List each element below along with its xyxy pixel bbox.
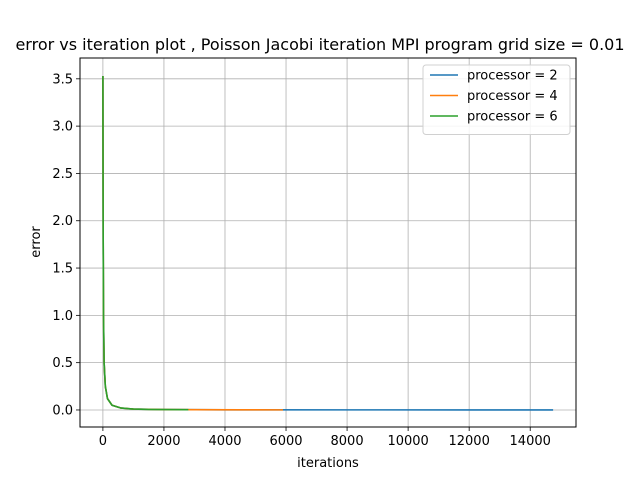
y-tick-label: 3.5 (52, 72, 73, 87)
x-axis-label: iterations (297, 456, 359, 471)
y-tick-label: 2.0 (52, 214, 73, 229)
chart-title: error vs iteration plot , Poisson Jacobi… (15, 35, 624, 54)
legend-label-1: processor = 2 (467, 69, 558, 84)
x-tick-label: 2000 (147, 434, 180, 449)
y-tick-label: 1.5 (52, 262, 73, 277)
legend: processor = 2 processor = 4 processor = 6 (423, 65, 570, 135)
y-axis-label: error (29, 226, 44, 258)
legend-label-2: processor = 4 (467, 89, 558, 104)
x-tick-label: 12000 (448, 434, 489, 449)
x-tick-label: 14000 (510, 434, 551, 449)
y-tick-label: 0.5 (52, 356, 73, 371)
y-tick-label: 3.0 (52, 120, 73, 135)
x-tick-label: 6000 (269, 434, 302, 449)
x-tick-label: 0 (99, 434, 107, 449)
y-tick-label: 2.5 (52, 167, 73, 182)
x-tick-label: 8000 (331, 434, 364, 449)
y-tick-label: 0.0 (52, 403, 73, 418)
x-tick-label: 4000 (208, 434, 241, 449)
y-tick-label: 1.0 (52, 309, 73, 324)
x-tick-label: 10000 (387, 434, 428, 449)
legend-label-3: processor = 6 (467, 110, 558, 125)
